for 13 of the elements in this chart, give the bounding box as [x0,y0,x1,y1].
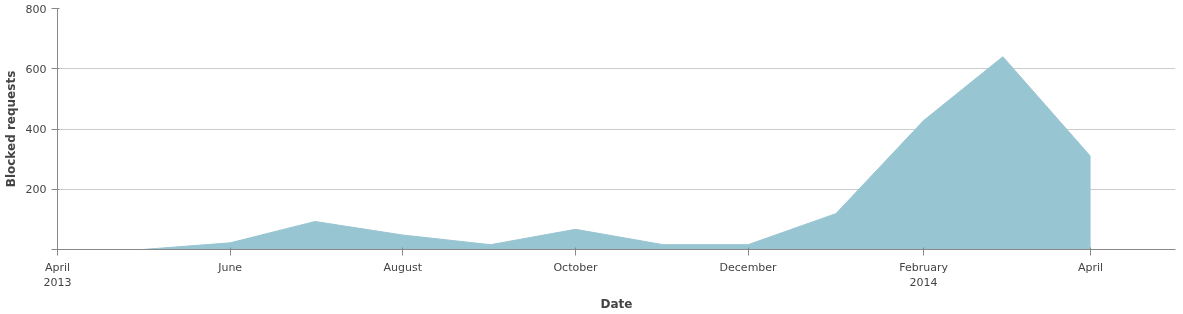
x-tick-label: June [217,260,243,274]
x-tick-label: October [553,260,598,274]
x-tick-label: April [1078,260,1104,274]
x-tick-label: February 2014 [899,260,949,290]
y-tick-label: 200 [25,183,47,197]
y-tick-label: 800 [25,2,47,16]
x-axis-title: Date [600,297,633,312]
x-tick-label: August [383,260,423,274]
x-tick-label: December [719,260,778,274]
y-axis-title: Blocked requests [3,70,18,188]
y-tick-label: 600 [25,62,47,76]
x-tick-label: April 2013 [43,260,72,290]
y-tick-label: 400 [25,123,47,136]
